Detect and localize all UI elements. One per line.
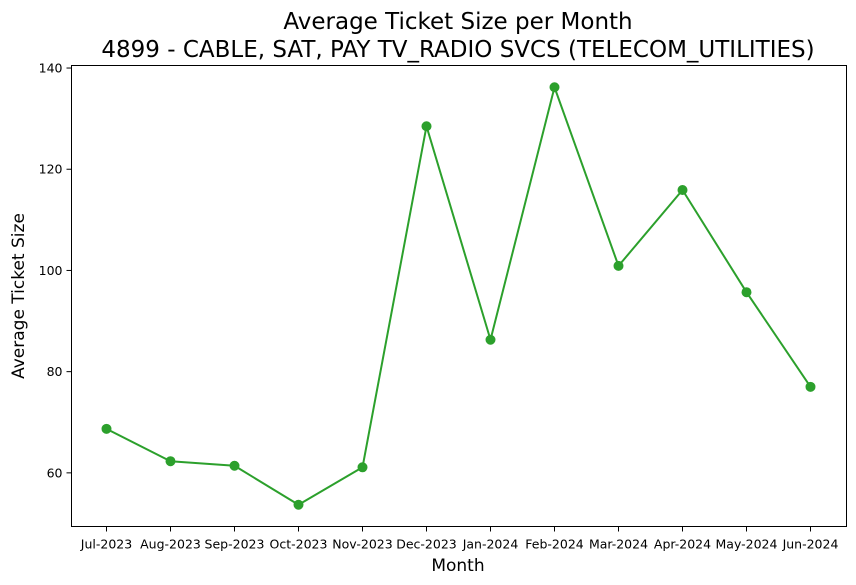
x-tick-label: Sep-2023 <box>205 537 265 552</box>
x-tick-label: Apr-2024 <box>654 537 711 552</box>
x-axis-label: Month <box>431 556 484 576</box>
data-point <box>165 456 176 467</box>
x-tick-label: May-2024 <box>716 537 778 552</box>
data-point <box>741 287 752 298</box>
data-point <box>229 460 240 471</box>
data-point <box>293 499 304 510</box>
y-tick-label: 100 <box>39 263 63 278</box>
data-point <box>805 381 816 392</box>
x-tick-label: Jun-2024 <box>782 537 839 552</box>
x-tick-label: Jan-2024 <box>462 537 519 552</box>
x-tick-label: Nov-2023 <box>332 537 392 552</box>
data-point <box>357 462 368 473</box>
x-tick-label: Dec-2023 <box>396 537 457 552</box>
data-point <box>549 82 560 93</box>
y-axis-label: Average Ticket Size <box>9 213 29 379</box>
data-point <box>613 260 624 271</box>
x-axis: Jul-2023 Aug-2023 Sep-2023 Oct-2023 Nov-2023… <box>80 526 839 552</box>
x-tick-label: Jul-2023 <box>80 537 132 552</box>
data-point <box>485 334 496 345</box>
x-tick-label: Feb-2024 <box>525 537 584 552</box>
data-point <box>421 121 432 132</box>
series-line <box>106 86 812 506</box>
y-axis: 60 80 100 120 140 <box>39 61 72 480</box>
y-tick-label: 120 <box>39 162 63 177</box>
y-tick-label: 80 <box>47 364 63 379</box>
y-tick-label: 140 <box>39 61 63 76</box>
x-tick-label: Mar-2024 <box>589 537 648 552</box>
chart-title-line-2: 4899 - CABLE, SAT, PAY TV_RADIO SVCS (TE… <box>101 37 814 63</box>
x-tick-label: Oct-2023 <box>270 537 328 552</box>
data-point <box>677 184 688 195</box>
y-tick-label: 60 <box>47 465 63 480</box>
data-point <box>101 423 112 434</box>
chart-title-line-1: Average Ticket Size per Month <box>283 9 632 35</box>
series-line-group <box>101 82 816 510</box>
x-tick-label: Aug-2023 <box>140 537 201 552</box>
plot-area-frame <box>71 65 847 527</box>
